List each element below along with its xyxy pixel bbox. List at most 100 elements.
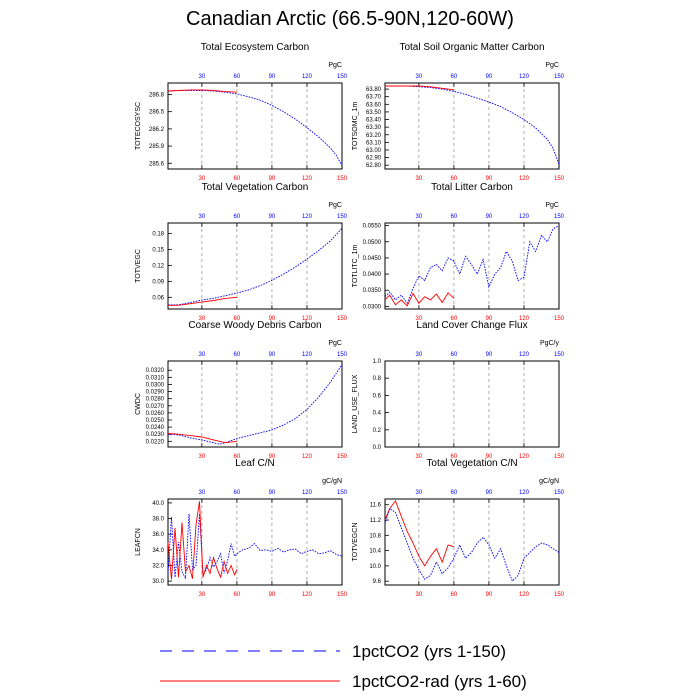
- panel-5-title: Coarse Woody Debris Carbon: [188, 320, 321, 331]
- panel-5-ytick-label: 0.0260: [146, 411, 165, 417]
- panel-5-top-xtick-label: 60: [234, 352, 241, 358]
- panel-5-top-xtick-label: 150: [337, 352, 348, 358]
- panel-6-ytick-label: 0.2: [373, 428, 382, 434]
- panel-3-top-xtick-label: 60: [234, 214, 241, 220]
- panel-4-xtick-label: 30: [416, 316, 423, 322]
- panel-4-xtick-label: 150: [554, 316, 565, 322]
- panel-6-title: Land Cover Change Flux: [416, 320, 527, 331]
- panel-7-units: gC/gN: [322, 478, 342, 485]
- panel-8-top-xtick-label: 30: [416, 490, 423, 496]
- panel-2-series-blue: [385, 85, 560, 165]
- panel-8-series-blue: [384, 507, 560, 583]
- panel-3-ylabel: TOTVEGC: [135, 249, 142, 283]
- panel-2-ytick-label: 62.90: [366, 156, 382, 162]
- panel-8-top-xtick-label: 120: [519, 490, 530, 496]
- panel-4-series-blue: [384, 225, 560, 305]
- panel-5-ytick-label: 0.0270: [146, 404, 165, 410]
- panel-2-top-xtick-label: 150: [554, 74, 565, 80]
- panel-1-xtick-label: 150: [337, 176, 348, 182]
- panel-1-units: PgC: [328, 62, 342, 69]
- panel-1-frame: [167, 82, 343, 170]
- panel-1-ytick-label: 285.6: [149, 161, 165, 167]
- panel-2-xtick-label: 90: [486, 176, 493, 182]
- panel-3-top-xtick-label: 90: [269, 214, 276, 220]
- panel-8-ytick-label: 10.0: [369, 564, 381, 570]
- panel-4-top-xtick-label: 30: [416, 214, 423, 220]
- panel-4-top-xtick-label: 90: [486, 214, 493, 220]
- panel-7-top-xtick-label: 150: [337, 490, 348, 496]
- panel-4-ytick-label: 0.0350: [363, 288, 382, 294]
- panel-3-xtick-label: 30: [199, 316, 206, 322]
- panel-2-top-xtick-label: 30: [416, 74, 423, 80]
- panel-7-xtick-label: 150: [337, 592, 348, 598]
- figure-title: Canadian Arctic (66.5-90N,120-60W): [186, 8, 514, 30]
- panel-2-xtick-label: 30: [416, 176, 423, 182]
- panel-4-ytick-label: 0.0400: [363, 272, 382, 278]
- panel-8-ytick-label: 11.6: [370, 503, 382, 509]
- panel-8-ytick-label: 10.8: [369, 533, 381, 539]
- panel-5-ytick-label: 0.0300: [146, 382, 165, 388]
- panel-8-units: gC/gN: [539, 478, 559, 485]
- panel-2-ylabel: TOTSOMC_1m: [352, 102, 359, 151]
- panel-2-xtick-label: 60: [451, 176, 458, 182]
- panel-8-xtick-label: 120: [519, 592, 530, 598]
- panel-4-ytick-label: 0.0300: [363, 304, 382, 310]
- panel-7-ytick-label: 30.0: [152, 579, 164, 585]
- panel-1-title: Total Ecosystem Carbon: [201, 42, 309, 53]
- panel-6-xtick-label: 60: [451, 454, 458, 460]
- panel-8-ytick-label: 11.2: [370, 518, 382, 524]
- panel-4-top-xtick-label: 150: [554, 214, 565, 220]
- panel-1-ytick-label: 286.2: [149, 127, 165, 133]
- panel-7-ylabel: LEAFCN: [135, 528, 142, 556]
- panel-3-top-xtick-label: 30: [199, 214, 206, 220]
- panel-5-top-xtick-label: 30: [199, 352, 206, 358]
- panel-6-xtick-label: 30: [416, 454, 423, 460]
- panel-7-ytick-label: 34.0: [152, 548, 164, 554]
- panel-4-xtick-label: 90: [486, 316, 493, 322]
- panel-2-top-xtick-label: 120: [519, 74, 530, 80]
- panel-2-ytick-label: 62.80: [366, 163, 382, 169]
- panel-6-frame: [384, 360, 560, 448]
- panel-7-xtick-label: 60: [234, 592, 241, 598]
- panel-2-ytick-label: 63.50: [366, 110, 382, 116]
- panel-1-xtick-label: 60: [234, 176, 241, 182]
- panel-6-ytick-label: 0.4: [373, 411, 382, 417]
- panel-1-series-blue: [167, 90, 343, 166]
- panel-2-ytick-label: 63.10: [366, 140, 382, 146]
- panel-1-ytick-label: 286.8: [149, 92, 165, 98]
- panel-5-xtick-label: 90: [269, 454, 276, 460]
- panel-7-title: Leaf C/N: [235, 458, 274, 469]
- panel-2-frame: [384, 82, 560, 170]
- panel-3-ytick-label: 0.09: [152, 279, 164, 285]
- panel-2-xtick-label: 150: [554, 176, 565, 182]
- panel-1-top-xtick-label: 150: [337, 74, 348, 80]
- panel-3-units: PgC: [328, 202, 342, 209]
- panel-8-series-red: [384, 499, 455, 567]
- panel-4-ytick-label: 0.0500: [363, 240, 382, 246]
- panel-1-series-red: [167, 89, 237, 93]
- panel-5-top-xtick-label: 120: [302, 352, 313, 358]
- panel-1-ylabel: TOTECOSYSC: [135, 102, 142, 150]
- panel-7-xtick-label: 90: [269, 592, 276, 598]
- panel-2-ytick-label: 63.20: [366, 133, 382, 139]
- panel-5-xtick-label: 120: [302, 454, 313, 460]
- panel-8-ytick-label: 9.6: [373, 579, 382, 585]
- panel-1-top-xtick-label: 90: [269, 74, 276, 80]
- panel-7-top-xtick-label: 120: [302, 490, 313, 496]
- panel-8-ytick-label: 10.4: [369, 549, 381, 555]
- panel-8-xtick-label: 30: [416, 592, 423, 598]
- panel-5-ytick-label: 0.0250: [146, 418, 165, 424]
- panel-7-xtick-label: 30: [199, 592, 206, 598]
- panel-5-ytick-label: 0.0240: [146, 425, 165, 431]
- panel-5-ylabel: CWDC: [135, 393, 142, 415]
- panel-7-series-red: [167, 501, 238, 580]
- panel-6-top-xtick-label: 150: [554, 352, 565, 358]
- panel-3-top-xtick-label: 120: [302, 214, 313, 220]
- panel-3-ytick-label: 0.15: [152, 248, 164, 254]
- panel-7-ytick-label: 36.0: [152, 532, 164, 538]
- panel-4-ytick-label: 0.0450: [363, 256, 382, 262]
- panel-3-xtick-label: 150: [337, 316, 348, 322]
- panel-8-top-xtick-label: 150: [554, 490, 565, 496]
- panel-6-ytick-label: 0.0: [373, 445, 382, 451]
- panel-3-ytick-label: 0.12: [152, 263, 164, 269]
